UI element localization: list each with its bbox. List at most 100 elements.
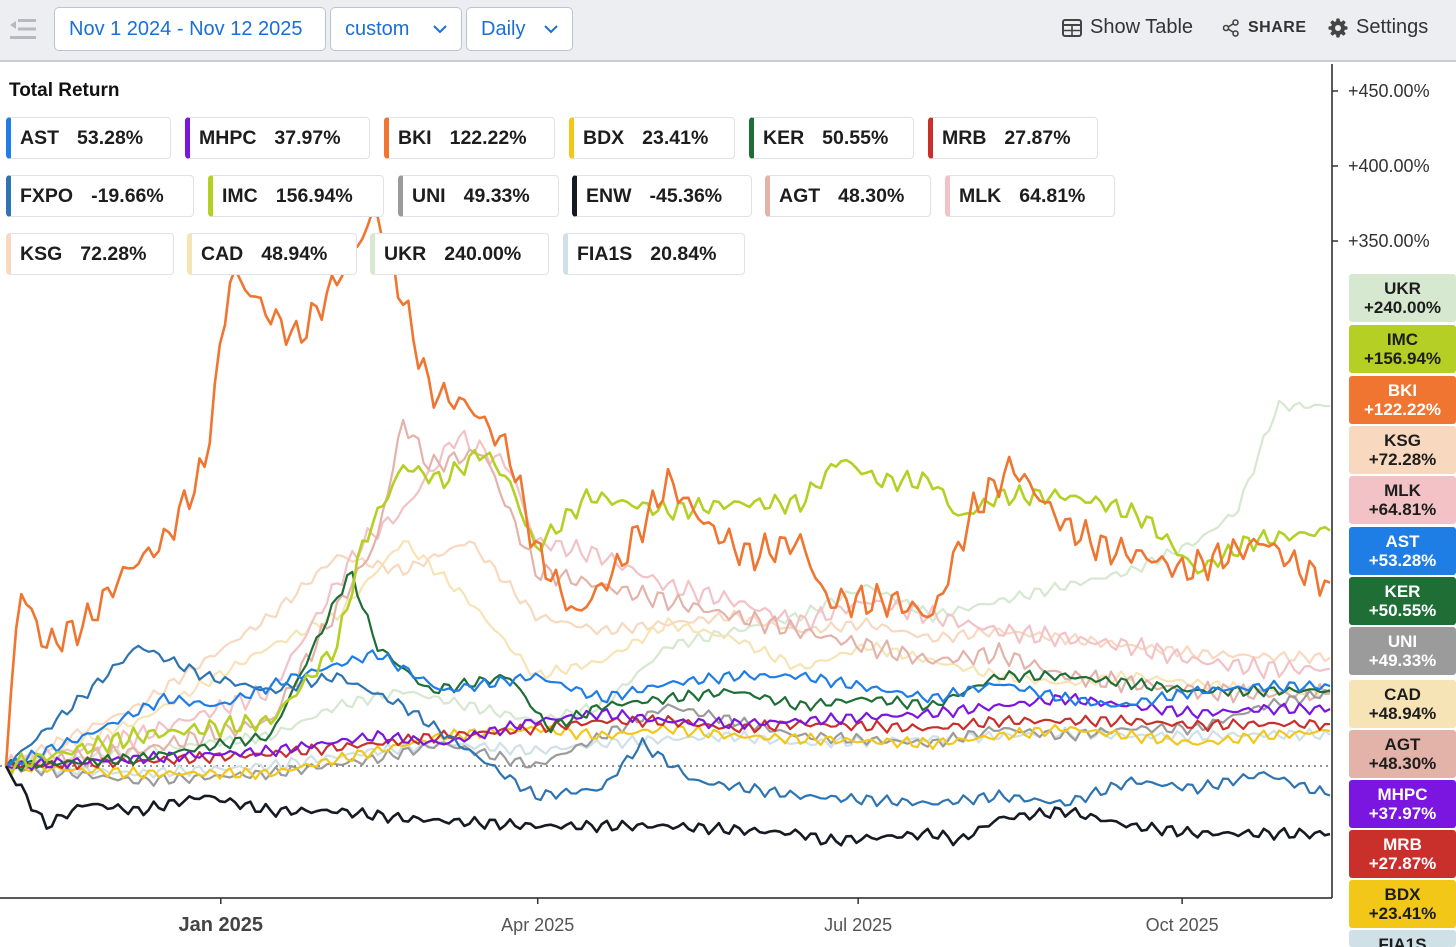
legend-value: 156.94%	[275, 184, 353, 207]
legend-chip-mrb[interactable]: MRB 27.87%	[928, 117, 1098, 159]
legend-name: ENW	[586, 184, 632, 207]
legend-chip-ksg[interactable]: KSG 72.28%	[6, 233, 174, 275]
period-label: custom	[345, 17, 410, 40]
y-tick-label: +400.00%	[1348, 156, 1430, 176]
x-tick-label: Jan 2025	[179, 914, 264, 936]
legend-name: MRB	[942, 126, 987, 149]
badge-mhpc: MHPC +37.97%	[1349, 780, 1456, 828]
badge-value: +240.00%	[1363, 298, 1442, 317]
badge-name: MRB	[1383, 835, 1422, 854]
legend-chip-bdx[interactable]: BDX 23.41%	[569, 117, 735, 159]
toolbar: Nov 1 2024 - Nov 12 2025 custom Daily Sh…	[0, 0, 1456, 62]
x-axis: Jan 2025 Apr 2025 Jul 2025 Oct 2025	[0, 897, 1332, 936]
legend-chip-enw[interactable]: ENW -45.36%	[572, 175, 752, 217]
collapse-menu-icon[interactable]	[8, 14, 38, 44]
badge-name: AST	[1385, 532, 1420, 551]
legend-value: 27.87%	[1004, 126, 1071, 149]
badge-name: UKR	[1384, 279, 1421, 298]
series-line-mhpc	[5, 692, 1331, 772]
badge-ukr: UKR +240.00%	[1349, 274, 1456, 322]
legend-name: AST	[20, 126, 59, 149]
badge-value: +23.41%	[1368, 904, 1437, 923]
settings-button[interactable]: Settings	[1328, 16, 1428, 39]
period-select[interactable]: custom	[330, 7, 462, 51]
x-tick-label: Oct 2025	[1146, 915, 1219, 935]
badge-ast: AST +53.28%	[1349, 527, 1456, 575]
show-table-label: Show Table	[1090, 16, 1194, 38]
legend-value: 48.30%	[838, 184, 905, 207]
badge-name: BKI	[1387, 381, 1418, 400]
legend-value: 50.55%	[822, 126, 889, 149]
badge-value: +48.30%	[1368, 754, 1437, 773]
badge-value: +72.28%	[1368, 450, 1437, 469]
legend-chip-bki[interactable]: BKI 122.22%	[384, 117, 555, 159]
legend-value: 240.00%	[444, 242, 522, 265]
legend-chip-ast[interactable]: AST 53.28%	[6, 117, 171, 159]
legend-name: KER	[763, 126, 805, 149]
series-line-bdx	[5, 723, 1331, 781]
legend-chip-ker[interactable]: KER 50.55%	[749, 117, 914, 159]
badge-value: +122.22%	[1363, 400, 1442, 419]
series-line-mlk	[4, 429, 1331, 774]
y-axis: +450.00% +400.00% +350.00%	[0, 64, 1430, 898]
legend-name: UNI	[412, 184, 446, 207]
legend-name: BKI	[398, 126, 432, 149]
y-tick-label: +450.00%	[1348, 81, 1430, 101]
legend-value: 53.28%	[77, 126, 144, 149]
badge-agt: AGT +48.30%	[1349, 730, 1456, 778]
chevron-down-icon	[433, 25, 447, 34]
legend-name: AGT	[779, 184, 821, 207]
interval-select[interactable]: Daily	[466, 7, 573, 51]
series-line-ukr	[5, 399, 1331, 773]
badge-value: +53.28%	[1368, 551, 1437, 570]
badge-ker: KER +50.55%	[1349, 577, 1456, 625]
legend-name: UKR	[384, 242, 427, 265]
legend-chip-agt[interactable]: AGT 48.30%	[765, 175, 931, 217]
badge-fia1s: FIA1S	[1349, 930, 1456, 947]
badge-value: +156.94%	[1363, 349, 1442, 368]
x-tick-label: Jul 2025	[824, 915, 892, 935]
badge-value: +37.97%	[1368, 804, 1437, 823]
legend-chip-fia1s[interactable]: FIA1S 20.84%	[563, 233, 745, 275]
legend-name: FIA1S	[577, 242, 633, 265]
legend-value: 37.97%	[274, 126, 341, 149]
share-label: SHARE	[1248, 19, 1307, 36]
badge-value: +64.81%	[1368, 500, 1437, 519]
legend-name: MHPC	[199, 126, 257, 149]
badge-name: MLK	[1384, 481, 1421, 500]
badge-mlk: MLK +64.81%	[1349, 476, 1456, 524]
legend-chip-imc[interactable]: IMC 156.94%	[208, 175, 384, 217]
legend-chip-cad[interactable]: CAD 48.94%	[187, 233, 357, 275]
badge-name: FIA1S	[1378, 935, 1427, 947]
legend-chip-fxpo[interactable]: FXPO -19.66%	[6, 175, 194, 217]
date-range-button[interactable]: Nov 1 2024 - Nov 12 2025	[54, 7, 326, 51]
legend-chip-ukr[interactable]: UKR 240.00%	[370, 233, 549, 275]
badge-name: CAD	[1384, 685, 1421, 704]
badge-mrb: MRB +27.87%	[1349, 830, 1456, 878]
series-line-imc	[4, 449, 1331, 777]
chevron-down-icon	[544, 25, 558, 34]
chart-title: Total Return	[9, 80, 120, 101]
badge-bki: BKI +122.22%	[1349, 376, 1456, 424]
legend-value: -19.66%	[91, 184, 164, 207]
legend-value: 72.28%	[80, 242, 147, 265]
legend-value: 49.33%	[463, 184, 530, 207]
badge-name: BDX	[1384, 885, 1421, 904]
series-line-ksg	[5, 540, 1331, 768]
badge-name: MHPC	[1377, 785, 1428, 804]
interval-label: Daily	[481, 17, 526, 40]
legend-name: KSG	[20, 242, 63, 265]
settings-label: Settings	[1356, 16, 1429, 38]
x-tick-label: Apr 2025	[501, 915, 574, 935]
badge-uni: UNI +49.33%	[1349, 627, 1456, 675]
badge-imc: IMC +156.94%	[1349, 325, 1456, 373]
show-table-button[interactable]: Show Table	[1062, 16, 1193, 39]
legend-chip-uni[interactable]: UNI 49.33%	[398, 175, 559, 217]
series-line-ker	[5, 570, 1331, 772]
legend-chip-mlk[interactable]: MLK 64.81%	[945, 175, 1115, 217]
badge-cad: CAD +48.94%	[1349, 680, 1456, 728]
legend-value: 23.41%	[642, 126, 709, 149]
legend-chip-mhpc[interactable]: MHPC 37.97%	[185, 117, 370, 159]
badge-value: +48.94%	[1368, 704, 1437, 723]
share-button[interactable]: SHARE	[1222, 19, 1307, 37]
